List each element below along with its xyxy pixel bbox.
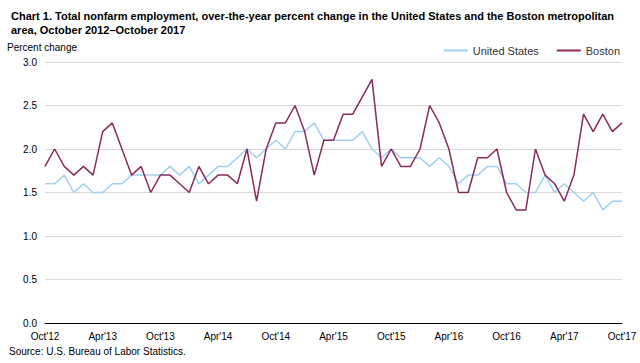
svg-text:Apr'13: Apr'13: [88, 331, 117, 342]
svg-text:Oct'14: Oct'14: [262, 331, 291, 342]
svg-text:Chart 1. Total nonfarm employm: Chart 1. Total nonfarm employment, over-…: [11, 10, 617, 22]
svg-text:Boston: Boston: [586, 45, 620, 57]
svg-text:0.5: 0.5: [23, 274, 37, 285]
svg-text:3.0: 3.0: [23, 57, 37, 68]
svg-text:Oct'13: Oct'13: [146, 331, 175, 342]
svg-text:area, October 2012–October 201: area, October 2012–October 2017: [11, 24, 185, 36]
svg-text:1.0: 1.0: [23, 231, 37, 242]
svg-text:1.5: 1.5: [23, 187, 37, 198]
svg-text:2.5: 2.5: [23, 100, 37, 111]
svg-text:Apr'14: Apr'14: [204, 331, 233, 342]
svg-text:United States: United States: [473, 45, 540, 57]
svg-text:Source: U.S. Bureau of Labor S: Source: U.S. Bureau of Labor Statistics.: [9, 346, 186, 357]
svg-text:Apr'15: Apr'15: [319, 331, 348, 342]
svg-text:Apr'17: Apr'17: [550, 331, 579, 342]
svg-text:Oct'16: Oct'16: [492, 331, 521, 342]
svg-text:Oct'17: Oct'17: [608, 331, 637, 342]
svg-text:Oct'15: Oct'15: [377, 331, 406, 342]
svg-text:2.0: 2.0: [23, 144, 37, 155]
svg-text:Apr'16: Apr'16: [435, 331, 464, 342]
svg-text:0.0: 0.0: [23, 318, 37, 329]
svg-text:Oct'12: Oct'12: [31, 331, 60, 342]
svg-text:Percent change: Percent change: [7, 42, 77, 53]
